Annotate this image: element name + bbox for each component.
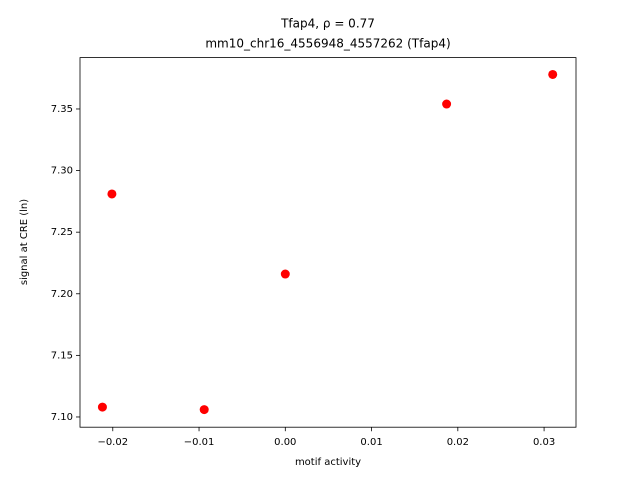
point	[442, 99, 452, 109]
y-axis-label: signal at CRE (ln)	[19, 199, 30, 285]
chart-title: Tfap4, ρ = 0.77	[280, 17, 375, 31]
chart-subtitle: mm10_chr16_4556948_4557262 (Tfap4)	[205, 37, 450, 51]
x-tick-label: −0.01	[184, 437, 215, 448]
x-tick-label: −0.02	[97, 437, 128, 448]
y-tick-label: 7.35	[51, 104, 73, 115]
x-tick-label: 0.01	[360, 437, 382, 448]
y-tick-label: 7.25	[51, 227, 73, 238]
y-tick-label: 7.20	[51, 289, 73, 300]
y-tick-label: 7.30	[51, 166, 73, 177]
x-tick-label: 0.00	[274, 437, 296, 448]
plot-frame	[79, 57, 577, 428]
y-tick-label: 7.10	[51, 412, 73, 423]
point	[107, 189, 117, 199]
point	[199, 405, 209, 415]
point	[548, 69, 558, 79]
y-tick-label: 7.15	[51, 350, 73, 361]
x-tick-label: 0.02	[447, 437, 469, 448]
point	[280, 269, 290, 279]
x-axis-label: motif activity	[295, 457, 361, 468]
x-tick-label: 0.03	[533, 437, 555, 448]
point	[97, 402, 107, 412]
